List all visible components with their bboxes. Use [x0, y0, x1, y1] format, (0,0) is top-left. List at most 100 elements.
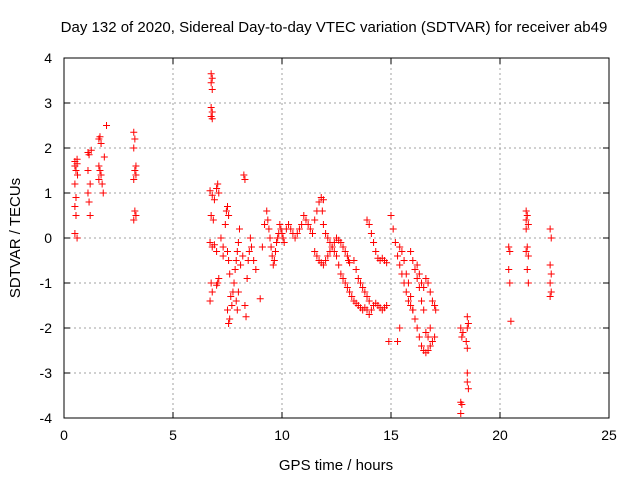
data-point [130, 144, 138, 152]
data-point [266, 234, 274, 242]
data-point [219, 243, 227, 251]
data-point [132, 171, 140, 179]
data-point [522, 216, 530, 224]
y-tick-label: -4 [40, 410, 53, 426]
data-point [339, 275, 347, 282]
data-point [206, 297, 214, 305]
data-point [228, 302, 236, 309]
data-point [522, 248, 530, 255]
y-tick-label: 2 [44, 140, 52, 156]
x-tick-label: 15 [383, 427, 399, 443]
data-point [234, 239, 242, 246]
data-point [356, 279, 364, 287]
data-point [242, 313, 250, 321]
data-point [413, 324, 421, 332]
data-point [96, 133, 104, 141]
data-point [407, 293, 415, 300]
data-point [346, 259, 354, 267]
data-point [413, 261, 421, 269]
data-point [457, 324, 465, 332]
data-point [365, 297, 373, 305]
data-point [213, 248, 221, 255]
data-point [547, 288, 555, 296]
data-point [363, 216, 371, 224]
data-point [98, 180, 106, 188]
data-point [546, 225, 554, 233]
data-point [407, 248, 415, 255]
data-point [206, 187, 214, 195]
data-point [370, 239, 378, 246]
data-point [74, 171, 82, 179]
y-tick-label: -1 [40, 275, 53, 291]
data-point [324, 234, 332, 242]
data-point [524, 221, 532, 228]
data-point [457, 410, 465, 417]
data-point [210, 241, 218, 249]
y-tick-label: 1 [44, 185, 52, 201]
data-point [222, 207, 230, 215]
data-point [271, 248, 279, 255]
data-point [319, 221, 327, 228]
data-point [363, 293, 371, 300]
data-point [547, 270, 555, 278]
data-point [413, 275, 421, 282]
data-point [225, 320, 233, 327]
data-point [524, 279, 532, 287]
data-point [84, 189, 92, 197]
data-point [232, 297, 240, 305]
data-point [333, 252, 340, 260]
data-point [462, 338, 470, 345]
data-point [346, 288, 354, 296]
data-point [235, 225, 243, 233]
data-point [411, 266, 419, 273]
data-point [431, 302, 439, 309]
data-point [73, 234, 81, 242]
data-point [322, 257, 330, 264]
data-point [404, 279, 412, 287]
data-point [418, 297, 426, 305]
data-point [237, 261, 245, 269]
data-point [273, 239, 281, 246]
y-tick-label: 3 [44, 95, 52, 111]
data-point [424, 347, 432, 354]
data-point [208, 288, 216, 296]
data-point [224, 248, 231, 255]
data-point [396, 261, 404, 269]
data-point [214, 279, 222, 287]
data-point [208, 74, 216, 82]
data-point [217, 234, 225, 242]
data-point [132, 162, 140, 170]
data-point [279, 234, 287, 242]
y-tick-label: 0 [44, 230, 52, 246]
data-point [86, 212, 94, 219]
data-point [343, 284, 351, 291]
data-point [132, 212, 140, 219]
data-point [341, 248, 349, 255]
x-tick-label: 5 [169, 427, 177, 443]
data-point [426, 342, 434, 350]
data-point [546, 279, 554, 287]
data-point [214, 180, 222, 188]
data-point [304, 221, 312, 228]
data-point [86, 180, 94, 188]
data-point [208, 108, 216, 116]
data-point [208, 191, 216, 199]
data-point [245, 248, 253, 255]
data-point [100, 153, 108, 161]
y-tick-labels: -4 -3 -2 -1 0 1 2 3 4 [40, 50, 53, 426]
data-point [207, 70, 215, 78]
data-point [319, 261, 327, 269]
data-point [269, 261, 277, 269]
data-point [252, 266, 260, 273]
data-point [209, 216, 217, 224]
data-point [227, 293, 235, 300]
data-point [458, 401, 466, 408]
data-point [343, 252, 351, 260]
data-point [339, 243, 347, 251]
data-point [295, 225, 303, 233]
data-point [298, 221, 306, 228]
data-point [396, 243, 404, 251]
data-point [324, 252, 332, 260]
data-point [72, 212, 80, 219]
